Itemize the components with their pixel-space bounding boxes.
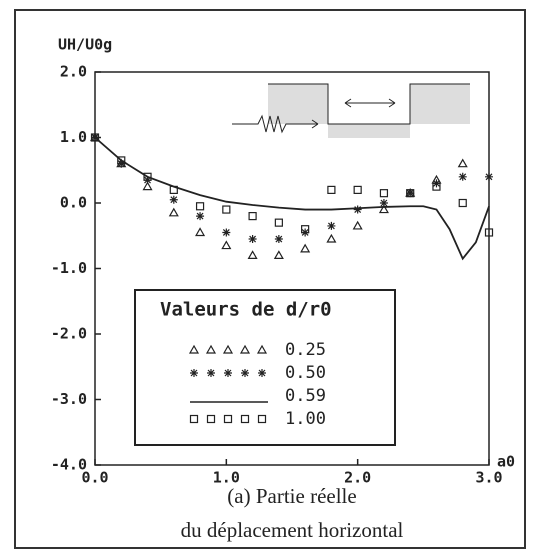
legend-label: 1.00 bbox=[285, 409, 326, 429]
square-marker bbox=[143, 172, 152, 181]
y-tick-label: -2.0 bbox=[51, 325, 87, 343]
triangle-marker bbox=[205, 344, 217, 354]
x-tick-label: 0.0 bbox=[81, 469, 108, 487]
legend: Valeurs de d/r0 0.25 0.50 0.59 1.00 bbox=[134, 289, 396, 446]
square-marker bbox=[257, 414, 267, 424]
star-marker bbox=[241, 369, 249, 377]
triangle-marker bbox=[247, 250, 258, 259]
frame bbox=[14, 9, 526, 549]
legend-label: 0.25 bbox=[285, 340, 326, 360]
inset-schematic bbox=[232, 83, 470, 138]
square-marker bbox=[379, 189, 389, 198]
triangle-marker bbox=[352, 220, 363, 230]
star-marker bbox=[248, 235, 257, 244]
y-tick-label: 1.0 bbox=[60, 128, 87, 146]
square-marker bbox=[406, 189, 415, 198]
triangle-marker bbox=[326, 233, 337, 243]
star-marker bbox=[485, 172, 493, 181]
y-tick-label: -4.0 bbox=[51, 456, 87, 474]
square-marker bbox=[353, 185, 362, 194]
star-marker bbox=[169, 195, 178, 204]
square-marker bbox=[195, 202, 205, 211]
y-tick-label: 2.0 bbox=[60, 63, 87, 81]
square-marker bbox=[223, 414, 233, 424]
triangle-marker bbox=[188, 344, 200, 354]
caption: (a) Partie réelle bbox=[227, 484, 356, 508]
triangle-marker bbox=[273, 250, 284, 259]
star-marker bbox=[353, 205, 362, 214]
square-marker bbox=[189, 414, 199, 424]
legend-label: 0.50 bbox=[285, 363, 326, 383]
star-marker bbox=[327, 221, 336, 230]
star-marker bbox=[458, 172, 467, 181]
triangle-marker bbox=[222, 344, 234, 354]
x-tick-label: 1.0 bbox=[213, 469, 240, 487]
triangle-marker bbox=[142, 181, 153, 191]
square-marker bbox=[274, 218, 283, 227]
y-tick-label: 0.0 bbox=[60, 194, 87, 212]
square-marker bbox=[248, 212, 257, 221]
square-marker bbox=[484, 228, 494, 237]
star-marker bbox=[224, 369, 232, 377]
y-tick-label: -1.0 bbox=[51, 259, 87, 277]
square-marker bbox=[206, 414, 216, 424]
triangle-marker bbox=[195, 227, 206, 237]
legend-title: Valeurs de d/r0 bbox=[160, 299, 332, 321]
square-marker bbox=[222, 205, 231, 214]
legend-label: 0.59 bbox=[285, 386, 326, 406]
star-marker bbox=[274, 235, 283, 244]
x-tick-label: 2.0 bbox=[344, 469, 371, 487]
star-marker bbox=[258, 369, 266, 377]
star-marker bbox=[379, 199, 388, 207]
x-tick-label: 3.0 bbox=[475, 469, 502, 487]
triangle-marker bbox=[378, 204, 389, 214]
y-axis-label: UH/U0g bbox=[58, 36, 112, 54]
star-marker bbox=[190, 369, 198, 377]
star-marker bbox=[196, 212, 205, 221]
square-marker bbox=[458, 198, 467, 208]
y-tick-label: -3.0 bbox=[51, 390, 87, 408]
triangle-marker bbox=[221, 240, 232, 250]
triangle-marker bbox=[239, 344, 251, 354]
x-axis-label: a0 bbox=[497, 453, 515, 471]
square-marker bbox=[169, 185, 178, 194]
series-line bbox=[94, 136, 490, 261]
caption: du déplacement horizontal bbox=[181, 518, 404, 542]
star-marker bbox=[207, 369, 215, 377]
square-marker bbox=[240, 414, 250, 424]
triangle-marker bbox=[457, 158, 468, 168]
triangle-marker bbox=[300, 243, 311, 253]
triangle-marker bbox=[168, 207, 179, 217]
square-marker bbox=[117, 156, 126, 165]
square-marker bbox=[301, 225, 310, 234]
star-marker bbox=[406, 189, 415, 198]
square-marker bbox=[432, 182, 441, 191]
star-marker bbox=[222, 228, 231, 237]
square-marker bbox=[327, 185, 336, 194]
square-marker bbox=[90, 133, 100, 142]
triangle-marker bbox=[256, 344, 268, 354]
